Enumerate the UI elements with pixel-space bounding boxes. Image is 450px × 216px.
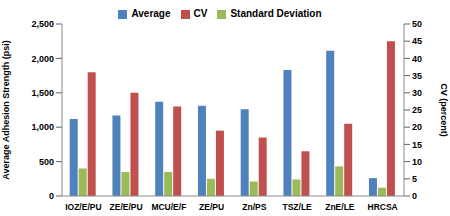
svg-text:1,500: 1,500: [31, 88, 54, 98]
svg-text:50: 50: [412, 19, 422, 29]
svg-text:40: 40: [412, 54, 422, 64]
svg-text:MCU/E/F: MCU/E/F: [151, 202, 186, 212]
svg-text:45: 45: [412, 36, 422, 46]
svg-text:2,500: 2,500: [31, 19, 54, 29]
svg-text:ZnE/LE: ZnE/LE: [325, 202, 355, 212]
svg-text:IOZ/E/PU: IOZ/E/PU: [65, 202, 101, 212]
svg-text:1,000: 1,000: [31, 122, 54, 132]
html-text:Standard Deviation: Standard Deviation: [230, 8, 322, 19]
html-text:CV: CV: [193, 8, 208, 19]
svg-text:25: 25: [412, 105, 422, 115]
svg-text:0: 0: [49, 191, 54, 201]
svg-text:Zn/PS: Zn/PS: [242, 202, 266, 212]
svg-text:0: 0: [412, 191, 417, 201]
svg-text:ZE/E/PU: ZE/E/PU: [110, 202, 143, 212]
svg-text:TSZ/LE: TSZ/LE: [282, 202, 312, 212]
svg-text:10: 10: [412, 157, 422, 167]
svg-text:5: 5: [412, 174, 417, 184]
svg-text:Average Adhesion Strength (psi: Average Adhesion Strength (psi): [8, 40, 11, 179]
svg-text:35: 35: [412, 71, 422, 81]
svg-text:20: 20: [412, 122, 422, 132]
svg-text:30: 30: [412, 88, 422, 98]
svg-text:ZE/PU: ZE/PU: [199, 202, 224, 212]
html-text:Average: Average: [131, 8, 171, 19]
svg-text:CV (percent): CV (percent): [439, 83, 442, 137]
svg-text:15: 15: [412, 140, 422, 150]
svg-text:HRCSA: HRCSA: [368, 202, 398, 212]
svg-text:500: 500: [39, 157, 54, 167]
svg-text:2,000: 2,000: [31, 54, 54, 64]
